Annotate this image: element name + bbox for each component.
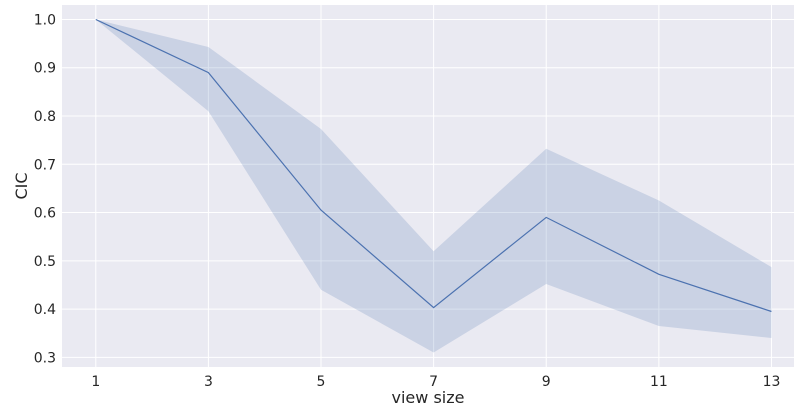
y-tick-label: 0.8 <box>34 109 56 125</box>
y-axis-label: CIC <box>12 172 31 199</box>
confidence-band <box>95 19 772 353</box>
x-axis-label: view size <box>392 388 465 407</box>
y-tick-label: 0.9 <box>34 61 56 77</box>
x-tick-label: 9 <box>542 374 551 390</box>
x-tick-label: 3 <box>204 374 213 390</box>
x-tick-label: 5 <box>317 374 326 390</box>
y-tick-label: 0.3 <box>34 350 56 366</box>
y-tick-label: 0.6 <box>34 206 56 222</box>
y-tick-labels: 0.3 0.4 0.5 0.6 0.7 0.8 0.9 1.0 <box>34 12 56 366</box>
y-tick-label: 0.7 <box>34 157 56 173</box>
x-tick-label: 7 <box>429 374 438 390</box>
x-tick-label: 1 <box>91 374 100 390</box>
plot-background <box>62 5 794 367</box>
x-tick-label: 13 <box>763 374 781 390</box>
y-tick-label: 0.5 <box>34 254 56 270</box>
y-tick-label: 0.4 <box>34 302 56 318</box>
series-line <box>95 18 772 313</box>
x-tick-label: 11 <box>650 374 668 390</box>
y-tick-label: 1.0 <box>34 12 56 28</box>
gridlines <box>62 5 794 367</box>
x-tick-labels: 1 3 5 7 9 11 13 <box>91 374 780 390</box>
